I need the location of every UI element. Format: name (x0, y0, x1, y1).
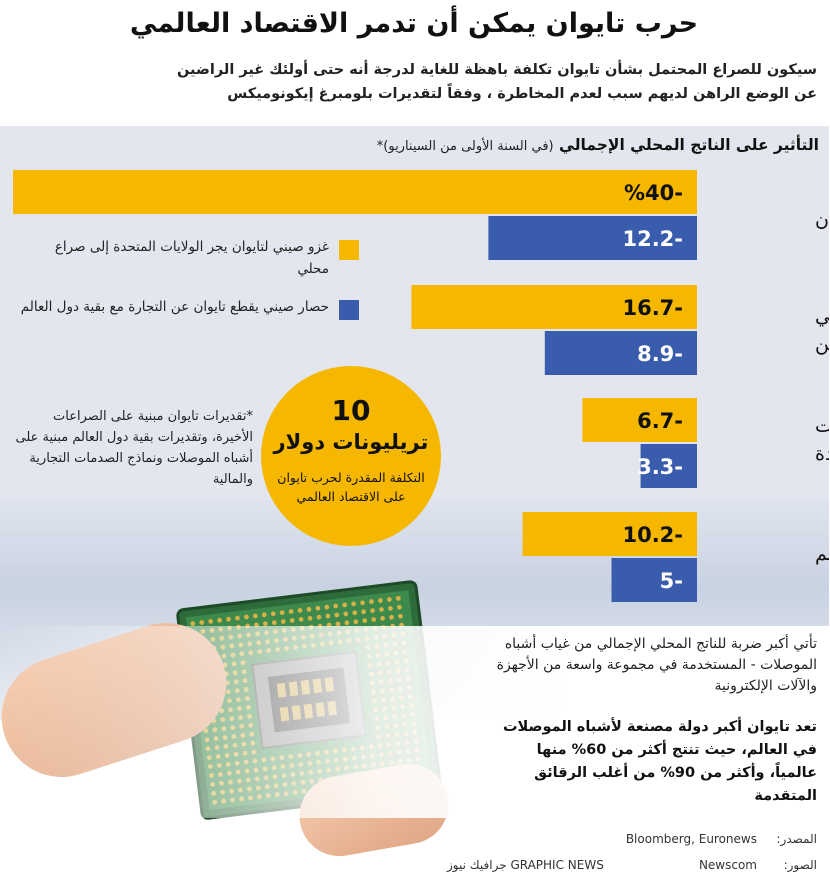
legend-swatch-invasion (340, 240, 360, 260)
bar-blockade-3 (612, 558, 698, 602)
category-label: العالم (816, 543, 830, 565)
sources: المصدر: Bloomberg, Euronews الصور: Newsc… (448, 826, 818, 878)
photo-value: Newscom (699, 858, 758, 872)
subtitle-line-1: سيكون للصراع المحتمل بشأن تايوان تكلفة ب… (177, 62, 818, 78)
legend-item-invasion: غزو صيني لتايوان يجر الولايات المتحدة إل… (20, 236, 330, 280)
brand-credit: GRAPHIC NEWS جرافيك نيوز (448, 858, 605, 872)
photo-row: الصور: Newscom GRAPHIC NEWS جرافيك نيوز (448, 852, 818, 878)
source-row: المصدر: Bloomberg, Euronews (448, 826, 818, 852)
bar-invasion-0 (14, 170, 698, 214)
bar-value-label: 12.2- (623, 227, 684, 251)
bar-invasion-2 (583, 398, 698, 442)
source-value: Bloomberg, Euronews (626, 832, 758, 846)
category-label: الولايات (816, 415, 830, 437)
bar-blockade-2 (641, 444, 698, 488)
category-label: تايوان (816, 209, 830, 231)
notes-panel (0, 626, 830, 818)
bar-invasion-3 (523, 512, 698, 556)
bar-value-label: 16.7- (623, 296, 684, 320)
cost-highlight-circle: 10 تريليونات دولار التكلفة المقدرة لحرب … (262, 366, 442, 546)
chart-heading: التأثير على الناتج المحلي الإجمالي (في ا… (378, 136, 820, 154)
bar-value-label: 5- (661, 569, 684, 593)
bar-invasion-1 (412, 285, 698, 329)
source-label: المصدر: (777, 832, 818, 846)
bar-value-label: 10.2- (623, 523, 684, 547)
legend-swatch-blockade (340, 300, 360, 320)
subtitle-line-2: عن الوضع الراهن لديهم سبب لعدم المخاطرة … (228, 86, 818, 102)
bar-value-label: %40- (625, 181, 684, 205)
notes-paragraph-1: تأتي أكبر ضربة للناتج المحلي الإجمالي من… (497, 636, 818, 694)
category-label: للصين (816, 333, 830, 355)
page-title: حرب تايوان يمكن أن تدمر الاقتصاد العالمي (130, 8, 700, 39)
legend-label-blockade: حصار صيني يقطع تايوان عن التجارة مع بقية… (21, 299, 330, 315)
bar-blockade-1 (545, 331, 698, 375)
cost-number: 10 (332, 394, 372, 427)
legend-item-blockade: حصار صيني يقطع تايوان عن التجارة مع بقية… (20, 296, 330, 318)
bar-value-label: 8.9- (638, 342, 684, 366)
footnote: *تقديرات تايوان مبنية على الصراعات الأخي… (16, 409, 254, 487)
chart-heading-main: التأثير على الناتج المحلي الإجمالي (560, 136, 820, 154)
bar-blockade-0 (489, 216, 698, 260)
bar-value-label: 6.7- (638, 409, 684, 433)
category-label: المتحدة (816, 443, 830, 465)
cost-description: التكلفة المقدرة لحرب تايوان على الاقتصاد… (278, 470, 426, 504)
cost-unit: تريليونات دولار (274, 430, 430, 454)
photo-label: الصور: (784, 858, 818, 872)
chart-heading-sub: (في السنة الأولى من السيناريو)* (377, 139, 555, 154)
notes-paragraph-2: تعد تايوان أكبر دولة مصنعة لأشباه الموصل… (503, 719, 818, 804)
legend-label-invasion: غزو صيني لتايوان يجر الولايات المتحدة إل… (55, 239, 330, 277)
page-subtitle: سيكون للصراع المحتمل بشأن تايوان تكلفة ب… (28, 58, 818, 106)
bar-value-label: 3.3- (638, 455, 684, 479)
category-label: البر الرئيسي (816, 305, 830, 327)
